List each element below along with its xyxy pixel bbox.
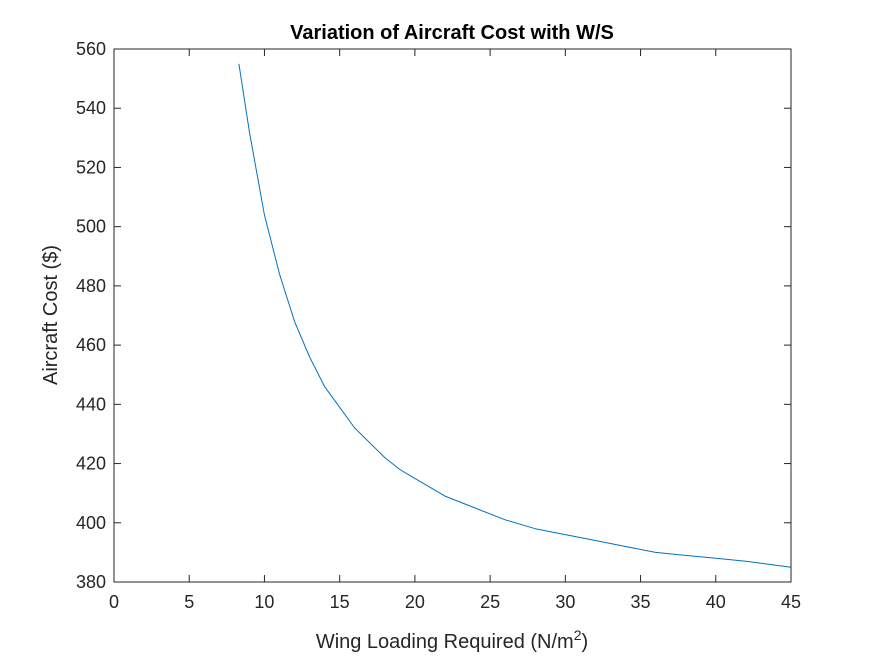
y-tick-labels: 380 400 420 440 460 480 500 520 540 560 xyxy=(76,39,106,592)
x-tick-labels: 0 5 10 15 20 25 30 35 40 45 xyxy=(109,592,801,612)
y-axis-label: Aircraft Cost ($) xyxy=(40,245,62,385)
x-axis-label-suffix: ) xyxy=(582,631,589,653)
series-line xyxy=(238,63,792,568)
x-tick-label: 35 xyxy=(631,592,651,612)
x-tick-label: 0 xyxy=(109,592,119,612)
x-tick-label: 45 xyxy=(781,592,801,612)
y-tick-label: 420 xyxy=(76,454,106,474)
x-tick-label: 15 xyxy=(330,592,350,612)
y-tick-label: 400 xyxy=(76,513,106,533)
x-tick-label: 40 xyxy=(706,592,726,612)
y-tick-label: 500 xyxy=(76,217,106,237)
x-tick-label: 30 xyxy=(555,592,575,612)
y-tick-label: 480 xyxy=(76,276,106,296)
x-tick-label: 20 xyxy=(405,592,425,612)
x-tick-label: 5 xyxy=(184,592,194,612)
y-tick-label: 380 xyxy=(76,572,106,592)
y-tick-label: 560 xyxy=(76,39,106,59)
axes-box xyxy=(113,48,792,583)
x-axis-label-superscript: 2 xyxy=(574,627,582,643)
x-tick-label: 10 xyxy=(254,592,274,612)
y-tick-label: 440 xyxy=(76,394,106,414)
series-layer xyxy=(238,63,792,568)
x-axis-label: Wing Loading Required (N/m2) xyxy=(316,627,588,653)
x-tick-label: 25 xyxy=(480,592,500,612)
y-tick-label: 460 xyxy=(76,335,106,355)
plot-area xyxy=(114,49,791,582)
y-tick-label: 540 xyxy=(76,98,106,118)
chart-title: Variation of Aircraft Cost with W/S xyxy=(290,22,614,44)
y-tick-label: 520 xyxy=(76,157,106,177)
x-axis-label-text: Wing Loading Required (N/m xyxy=(316,631,574,653)
